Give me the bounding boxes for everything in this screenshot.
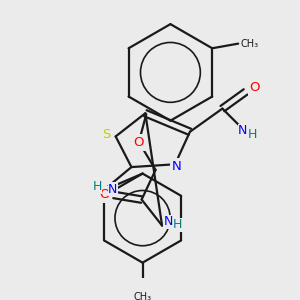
- Text: N: N: [238, 124, 248, 137]
- Text: H: H: [248, 128, 257, 141]
- Text: O: O: [250, 81, 260, 94]
- Text: S: S: [102, 128, 111, 141]
- Text: N: N: [164, 215, 173, 228]
- Text: O: O: [99, 188, 110, 201]
- Text: H: H: [173, 218, 183, 231]
- Text: O: O: [134, 136, 144, 148]
- Text: H: H: [92, 180, 102, 193]
- Text: N: N: [172, 160, 182, 172]
- Text: N: N: [108, 183, 118, 196]
- Text: CH₃: CH₃: [134, 292, 152, 300]
- Text: CH₃: CH₃: [240, 39, 258, 49]
